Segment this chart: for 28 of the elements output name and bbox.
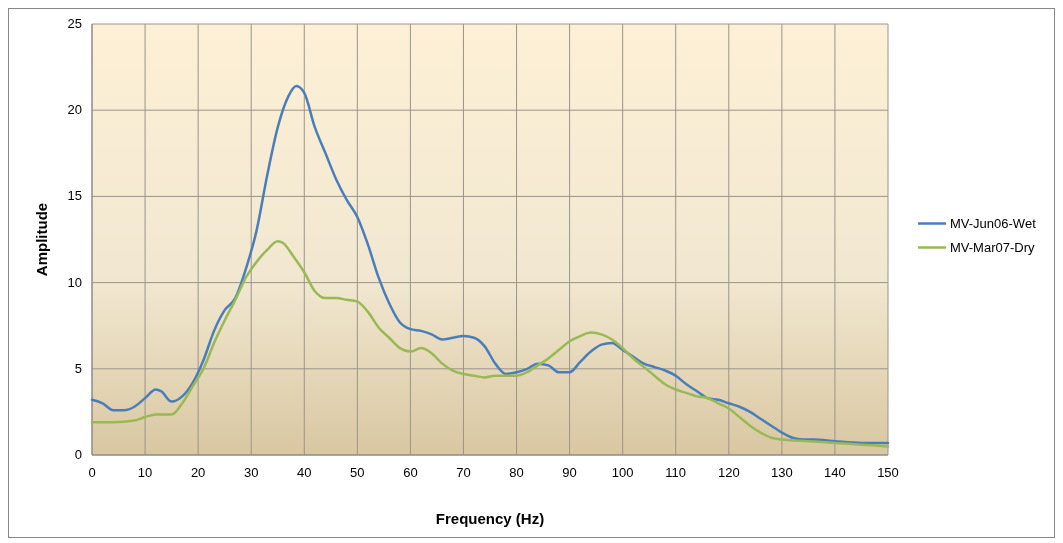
x-tick-label: 90 (562, 465, 577, 480)
x-tick-label: 80 (509, 465, 524, 480)
y-tick-label: 5 (74, 360, 82, 376)
x-tick-label: 10 (137, 465, 153, 480)
legend-label: MV-Mar07-Dry (950, 239, 1036, 255)
x-tick-label: 140 (824, 465, 846, 480)
x-tick-label: 110 (665, 465, 687, 480)
line-series (90, 84, 890, 445)
x-tick-label: 20 (190, 465, 206, 480)
x-tick-label: 130 (771, 465, 793, 480)
y-tick-label: 10 (67, 274, 82, 290)
x-tick-label: 50 (350, 465, 365, 480)
x-tick-label: 60 (403, 465, 418, 480)
x-tick-label: 120 (717, 465, 740, 480)
y-tick-label: 15 (67, 188, 82, 204)
line-series (90, 239, 890, 448)
y-axis-title: Amplitude (33, 202, 50, 277)
x-tick-label: 70 (456, 465, 471, 480)
legend-label: MV-Jun06-Wet (950, 215, 1037, 231)
x-tick-label: 150 (877, 465, 899, 480)
x-tick-label: 30 (243, 465, 259, 480)
y-tick-label: 0 (74, 447, 82, 462)
x-axis-title: Frequency (Hz) (435, 510, 545, 527)
y-tick-label: 20 (67, 102, 82, 118)
y-tick-label: 25 (67, 16, 82, 31)
x-tick-label: 0 (88, 465, 96, 480)
x-tick-label: 100 (611, 465, 634, 480)
x-tick-label: 40 (297, 465, 312, 480)
